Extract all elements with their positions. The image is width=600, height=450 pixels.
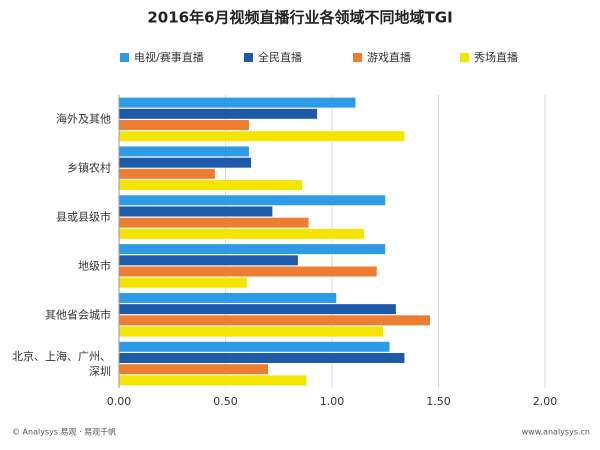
bar: [119, 157, 252, 168]
bar: [119, 255, 298, 266]
legend-swatch: [120, 53, 129, 62]
bar: [119, 266, 377, 277]
x-tick-label: 0.00: [107, 395, 132, 408]
bar: [119, 244, 386, 255]
y-tick-label: 海外及其他: [56, 112, 111, 126]
bar: [119, 304, 396, 315]
legend-swatch: [460, 53, 469, 62]
bar: [119, 375, 307, 386]
bar: [119, 97, 356, 108]
bar: [119, 341, 390, 352]
legend-label: 全民直播: [258, 50, 302, 64]
bar: [119, 352, 405, 363]
x-tick-label: 2.00: [533, 395, 558, 408]
bar: [119, 292, 337, 303]
legend-swatch: [353, 53, 362, 62]
y-tick-label: 地级市: [78, 259, 111, 273]
legend-label: 游戏直播: [367, 50, 411, 64]
bar: [119, 131, 405, 142]
x-tick-label: 1.50: [426, 395, 451, 408]
legend-label: 电视/赛事直播: [134, 50, 204, 64]
bar: [119, 108, 318, 119]
legend-swatch: [244, 53, 253, 62]
footer-site: www.analysys.cn: [522, 428, 590, 437]
bar: [119, 180, 303, 191]
bar: [119, 315, 430, 326]
bar: [119, 120, 249, 131]
bar: [119, 228, 364, 239]
legend-label: 秀场直播: [474, 50, 518, 64]
y-tick-label: 乡镇农村: [67, 161, 111, 175]
bar: [119, 326, 384, 337]
bar: [119, 195, 386, 206]
bar: [119, 206, 273, 217]
x-tick-label: 0.50: [213, 395, 238, 408]
bar: [119, 364, 269, 375]
footer-source: © Analysys 易观 · 易观千帆: [12, 427, 116, 437]
chart-title: 2016年6月视频直播行业各领域不同地域TGI: [147, 9, 452, 27]
bar: [119, 146, 249, 157]
y-tick-label: 其他省会城市: [45, 308, 111, 322]
bar: [119, 277, 247, 288]
bar: [119, 168, 215, 179]
y-tick-label: 北京、上海、广州、深圳: [12, 349, 111, 378]
bar: [119, 217, 309, 228]
x-tick-label: 1.00: [320, 395, 345, 408]
y-tick-label: 县或县级市: [56, 210, 111, 224]
